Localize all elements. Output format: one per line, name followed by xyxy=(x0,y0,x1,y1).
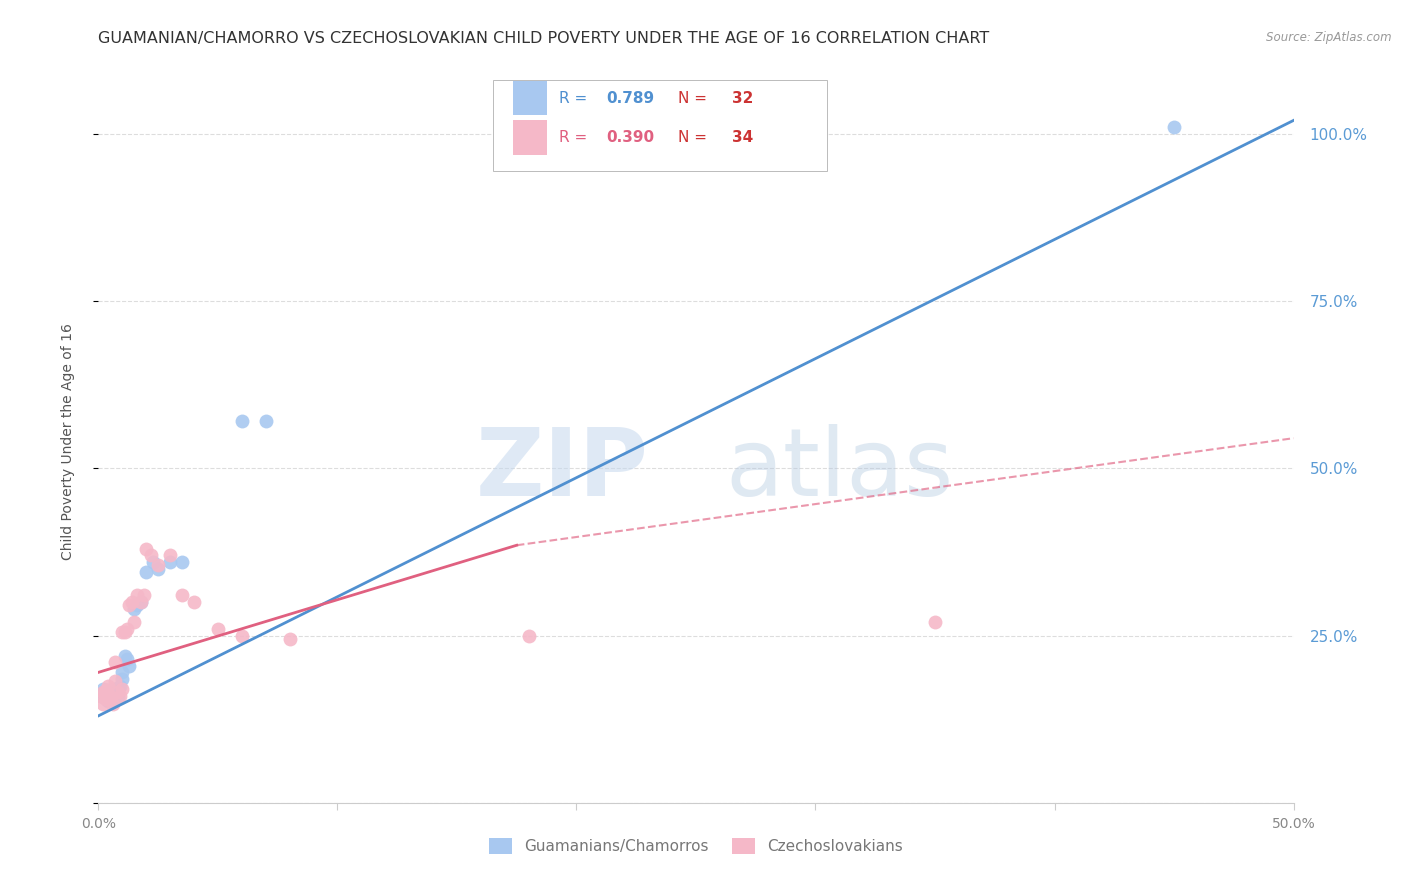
Point xyxy=(98,692,122,706)
Point xyxy=(115,622,138,636)
Text: N =: N = xyxy=(678,129,711,145)
Point xyxy=(98,689,122,703)
Point xyxy=(135,565,157,579)
Point xyxy=(115,652,138,666)
Point xyxy=(278,632,301,646)
Point xyxy=(125,589,148,603)
Point xyxy=(108,689,131,703)
Point xyxy=(159,548,181,563)
Point xyxy=(97,683,120,698)
Y-axis label: Child Poverty Under the Age of 16: Child Poverty Under the Age of 16 xyxy=(60,323,75,560)
Point xyxy=(118,658,141,673)
Text: N =: N = xyxy=(678,91,711,105)
Point xyxy=(98,687,122,701)
Point xyxy=(114,625,136,640)
Text: R =: R = xyxy=(558,129,592,145)
Point xyxy=(108,679,131,693)
Point xyxy=(94,683,117,698)
Text: 0.390: 0.390 xyxy=(606,129,654,145)
Text: 34: 34 xyxy=(733,129,754,145)
Point xyxy=(207,622,229,636)
Point xyxy=(172,589,194,603)
Point xyxy=(131,595,153,609)
Point xyxy=(104,655,127,669)
Point xyxy=(101,697,124,711)
Point xyxy=(924,615,946,630)
Point xyxy=(131,595,153,609)
Text: Source: ZipAtlas.com: Source: ZipAtlas.com xyxy=(1267,31,1392,45)
Point xyxy=(111,625,134,640)
FancyBboxPatch shape xyxy=(513,120,547,154)
Point xyxy=(124,602,146,616)
Point xyxy=(111,681,134,696)
Point xyxy=(135,541,157,556)
Point xyxy=(148,562,170,576)
Point xyxy=(231,628,253,642)
Point xyxy=(107,681,129,695)
Point xyxy=(90,689,112,703)
Point xyxy=(107,685,129,699)
FancyBboxPatch shape xyxy=(494,80,828,170)
Point xyxy=(94,692,117,706)
Point xyxy=(90,689,112,703)
Point xyxy=(107,690,129,705)
Point xyxy=(97,679,120,693)
Text: 0.789: 0.789 xyxy=(606,91,654,105)
Point xyxy=(104,685,127,699)
Point xyxy=(101,687,124,701)
Text: 32: 32 xyxy=(733,91,754,105)
Point xyxy=(231,414,253,429)
Text: atlas: atlas xyxy=(725,425,953,516)
Point xyxy=(1163,120,1185,135)
Point xyxy=(104,681,127,696)
Point xyxy=(91,697,114,711)
Point xyxy=(91,685,114,699)
Point xyxy=(101,692,124,706)
Point xyxy=(111,665,134,680)
Point xyxy=(139,548,162,563)
Text: ZIP: ZIP xyxy=(475,425,648,516)
Point xyxy=(98,690,122,705)
Point xyxy=(172,555,194,569)
Point xyxy=(118,599,141,613)
Point xyxy=(94,692,117,706)
Point xyxy=(114,648,136,663)
Legend: Guamanians/Chamorros, Czechoslovakians: Guamanians/Chamorros, Czechoslovakians xyxy=(484,832,908,860)
Point xyxy=(183,595,205,609)
FancyBboxPatch shape xyxy=(513,81,547,115)
Point xyxy=(91,685,114,699)
Point xyxy=(254,414,277,429)
Point xyxy=(142,555,165,569)
Point xyxy=(125,599,148,613)
Point xyxy=(159,555,181,569)
Point xyxy=(94,689,117,703)
Point xyxy=(97,694,120,708)
Point xyxy=(121,595,143,609)
Point xyxy=(91,681,114,696)
Point xyxy=(132,589,155,603)
Text: GUAMANIAN/CHAMORRO VS CZECHOSLOVAKIAN CHILD POVERTY UNDER THE AGE OF 16 CORRELAT: GUAMANIAN/CHAMORRO VS CZECHOSLOVAKIAN CH… xyxy=(98,31,990,46)
Text: R =: R = xyxy=(558,91,592,105)
Point xyxy=(104,674,127,689)
Point xyxy=(148,558,170,573)
Point xyxy=(124,615,146,630)
Point xyxy=(517,628,540,642)
Point xyxy=(111,672,134,686)
